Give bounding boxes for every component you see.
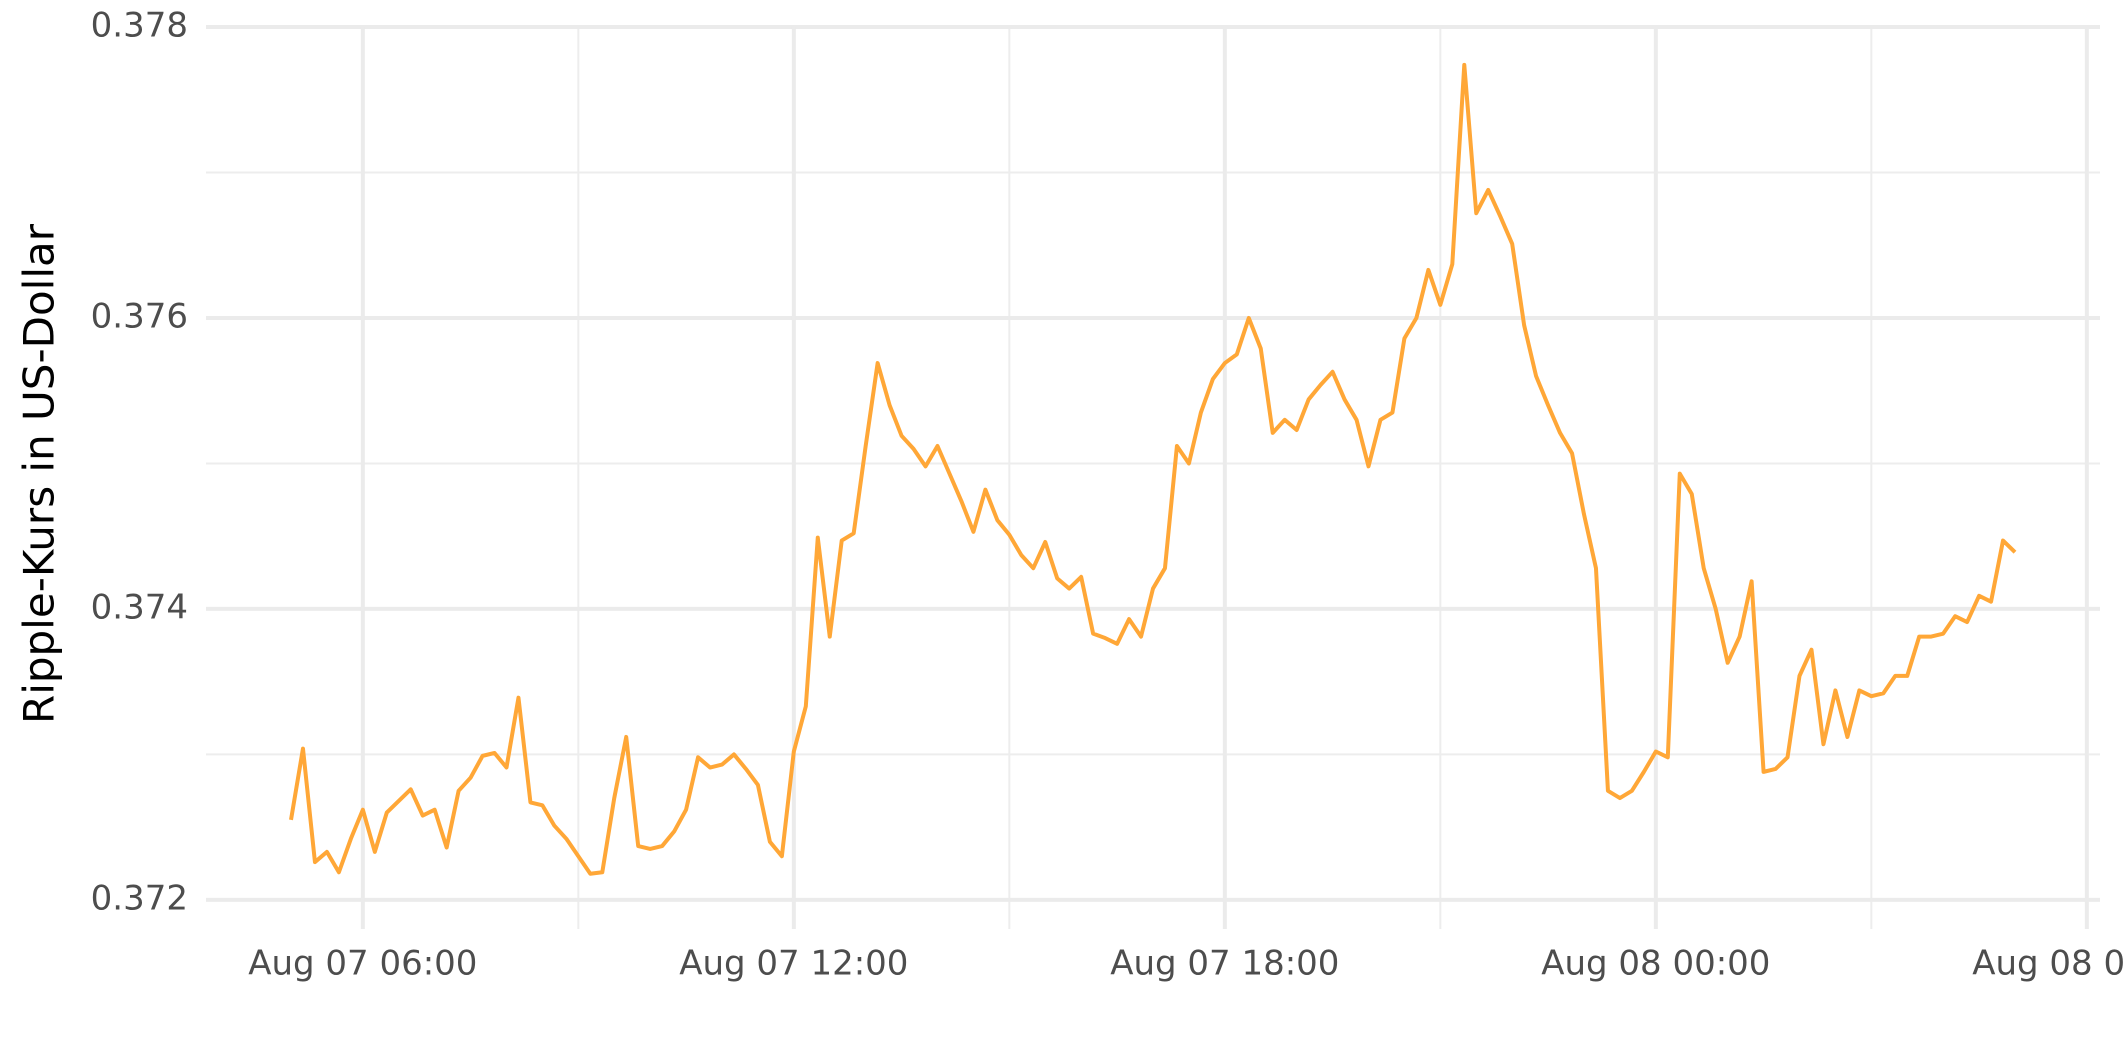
x-tick-label: Aug 08 00:00 [1541, 944, 1770, 984]
chart: Ripple-Kurs in US-Dollar 0.372 0.374 0.376… [15, 6, 2125, 984]
y-tick-label: 0.378 [91, 6, 188, 46]
price-line [289, 62, 2017, 876]
x-tick-label: Aug 07 12:00 [679, 944, 908, 984]
x-tick-label: Aug 07 06:00 [248, 944, 477, 984]
x-tick-label: Aug 07 18:00 [1110, 944, 1339, 984]
y-axis-title: Ripple-Kurs in US-Dollar [15, 223, 64, 724]
x-tick-label: Aug 08 06:00 [1972, 944, 2125, 984]
y-tick-label: 0.374 [91, 587, 188, 627]
y-tick-label: 0.372 [91, 878, 188, 918]
y-tick-label: 0.376 [91, 296, 188, 336]
